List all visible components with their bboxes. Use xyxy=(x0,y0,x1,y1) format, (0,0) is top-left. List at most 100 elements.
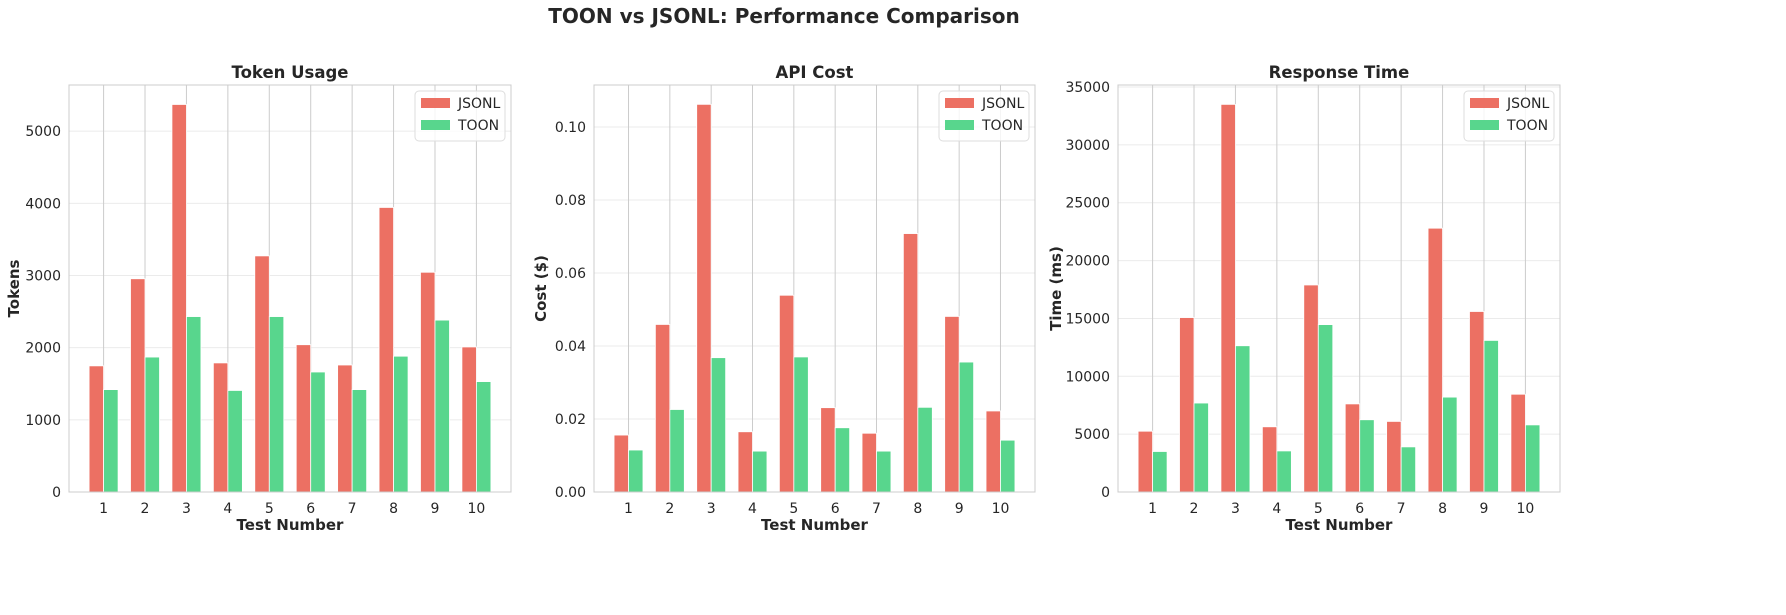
x-tick-label: 3 xyxy=(707,501,716,517)
x-tick-label: 6 xyxy=(831,501,840,517)
bar-jsonl-test-1 xyxy=(613,434,629,493)
bar-jsonl-test-8 xyxy=(378,207,394,493)
bar-jsonl-test-4 xyxy=(737,431,753,493)
y-tick-label: 0.08 xyxy=(555,193,586,209)
bar-toon-test-4 xyxy=(752,450,768,493)
x-tick-label: 6 xyxy=(1355,501,1364,517)
panel-title: Token Usage xyxy=(232,63,349,82)
legend: JSONL TOON xyxy=(938,90,1030,142)
x-tick-label: 1 xyxy=(99,501,108,517)
bar-jsonl-test-7 xyxy=(1386,421,1402,493)
bar-toon-test-9 xyxy=(434,319,450,493)
x-tick-label: 1 xyxy=(1148,501,1157,517)
bar-toon-test-8 xyxy=(917,406,933,493)
x-axis-label: Test Number xyxy=(237,516,345,534)
bar-jsonl-test-10 xyxy=(461,346,477,493)
x-tick-label: 7 xyxy=(348,501,357,517)
x-tick-label: 4 xyxy=(748,501,757,517)
legend-label-toon: TOON xyxy=(1506,118,1548,134)
bar-toon-test-5 xyxy=(1317,324,1334,493)
legend-swatch-jsonl xyxy=(421,98,450,108)
bar-toon-test-9 xyxy=(958,361,975,493)
legend-label-jsonl: JSONL xyxy=(457,96,501,112)
panel-title: Response Time xyxy=(1269,63,1410,82)
x-tick-label: 8 xyxy=(1438,501,1447,517)
y-tick-label: 2000 xyxy=(25,341,61,357)
y-tick-label: 35000 xyxy=(1065,80,1110,96)
bar-jsonl-test-9 xyxy=(944,316,960,493)
legend-swatch-toon xyxy=(421,120,450,130)
y-axis-label: Tokens xyxy=(5,259,23,317)
bar-toon-test-6 xyxy=(834,427,851,493)
bar-jsonl-test-3 xyxy=(696,103,712,493)
axes-frame xyxy=(593,84,1036,493)
x-tick-label: 10 xyxy=(1516,501,1534,517)
bar-toon-test-4 xyxy=(227,390,243,493)
bar-toon-test-6 xyxy=(310,371,326,493)
legend-swatch-toon xyxy=(1470,120,1499,130)
bar-jsonl-test-6 xyxy=(295,344,312,493)
y-tick-label: 0.06 xyxy=(555,266,586,282)
bar-toon-test-1 xyxy=(628,449,644,493)
bar-toon-test-10 xyxy=(1525,424,1541,493)
bar-jsonl-test-9 xyxy=(1469,311,1485,493)
x-tick-label: 3 xyxy=(1231,501,1240,517)
bar-toon-test-7 xyxy=(1400,446,1417,493)
bar-jsonl-test-4 xyxy=(1261,426,1278,493)
y-axis-label: Cost ($) xyxy=(532,255,550,322)
legend-swatch-jsonl xyxy=(1470,98,1499,108)
x-tick-label: 8 xyxy=(913,501,922,517)
panel-api-cost: 0.00 0.02 0.04 0.06 0.08 0.10 1 2 3 4 5 6 7 8 9 10 API C… xyxy=(532,63,1036,534)
x-tick-label: 6 xyxy=(306,501,315,517)
bar-jsonl-test-7 xyxy=(337,364,353,493)
y-axis-label: Time (ms) xyxy=(1047,246,1065,331)
legend-swatch-toon xyxy=(945,120,974,130)
bar-toon-test-3 xyxy=(710,357,727,493)
axes-frame xyxy=(1117,84,1561,493)
x-tick-label: 1 xyxy=(624,501,633,517)
y-tick-label: 0.00 xyxy=(555,485,586,501)
legend-label-jsonl: JSONL xyxy=(1506,96,1550,112)
bar-jsonl-test-6 xyxy=(820,407,836,493)
y-tick-label: 5000 xyxy=(25,124,61,140)
bar-toon-test-4 xyxy=(1276,450,1292,493)
legend: JSONL TOON xyxy=(1463,90,1555,142)
y-tick-label: 3000 xyxy=(25,269,61,285)
bar-toon-test-8 xyxy=(1442,396,1458,493)
bar-jsonl-test-3 xyxy=(171,104,187,493)
panel-token-usage: 0 1000 2000 3000 4000 5000 1 2 3 4 5 6 7 8 9 10 Token Us… xyxy=(5,63,512,534)
x-tick-label: 3 xyxy=(182,501,191,517)
x-tick-label: 9 xyxy=(1480,501,1489,517)
y-tick-label: 1000 xyxy=(25,413,61,429)
x-tick-label: 10 xyxy=(992,501,1010,517)
bar-jsonl-test-10 xyxy=(985,410,1001,493)
x-tick-label: 10 xyxy=(467,501,485,517)
bar-jsonl-test-1 xyxy=(88,365,104,493)
bar-jsonl-test-9 xyxy=(420,271,436,493)
x-tick-label: 7 xyxy=(872,501,881,517)
x-tick-label: 2 xyxy=(665,501,674,517)
bar-toon-test-3 xyxy=(186,316,202,493)
bar-jsonl-test-5 xyxy=(778,294,795,493)
panel-title: API Cost xyxy=(776,63,854,82)
y-tick-label: 0 xyxy=(1101,485,1110,501)
legend-label-toon: TOON xyxy=(981,118,1023,134)
figure-title: TOON vs JSONL: Performance Comparison xyxy=(548,4,1020,28)
bar-jsonl-test-5 xyxy=(254,255,270,493)
x-axis-label: Test Number xyxy=(761,516,869,534)
bar-toon-test-6 xyxy=(1359,419,1375,493)
bar-jsonl-test-1 xyxy=(1137,430,1153,493)
bar-toon-test-7 xyxy=(876,450,892,493)
axes-frame xyxy=(68,84,512,493)
y-tick-label: 25000 xyxy=(1065,196,1110,212)
y-tick-label: 15000 xyxy=(1065,311,1110,327)
bar-jsonl-test-8 xyxy=(902,233,919,493)
bar-toon-test-10 xyxy=(1000,439,1016,493)
bar-toon-test-10 xyxy=(476,381,492,493)
legend: JSONL TOON xyxy=(414,90,506,142)
y-tick-label: 20000 xyxy=(1065,254,1110,270)
x-tick-label: 9 xyxy=(955,501,964,517)
y-tick-label: 0.02 xyxy=(555,412,586,428)
bar-toon-test-2 xyxy=(669,409,685,493)
